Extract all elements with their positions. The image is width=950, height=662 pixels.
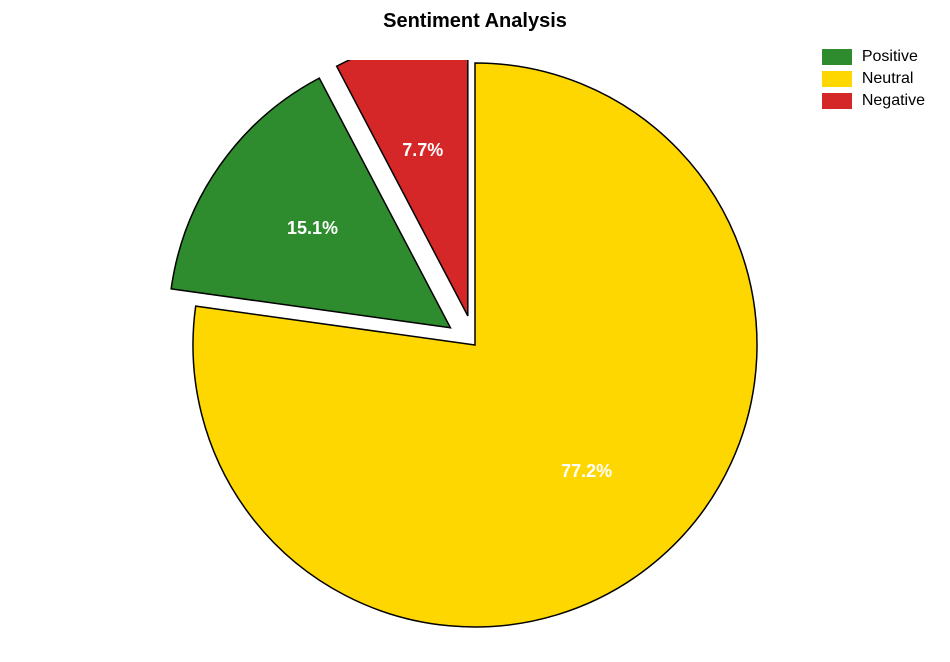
slice-label-positive: 15.1%: [287, 218, 338, 239]
chart-title: Sentiment Analysis: [383, 10, 567, 33]
legend-swatch-positive: [822, 49, 852, 65]
legend-item-neutral: Neutral: [822, 70, 925, 88]
pie-chart-svg: [170, 60, 780, 640]
legend-swatch-negative: [822, 93, 852, 109]
legend-label-neutral: Neutral: [862, 70, 914, 88]
slice-label-negative: 7.7%: [402, 140, 443, 161]
pie-chart-container: Sentiment Analysis 77.2% 15.1% 7.7% Positi…: [0, 0, 950, 662]
legend-label-negative: Negative: [862, 92, 925, 110]
legend: Positive Neutral Negative: [822, 48, 925, 114]
legend-item-negative: Negative: [822, 92, 925, 110]
legend-item-positive: Positive: [822, 48, 925, 66]
legend-label-positive: Positive: [862, 48, 918, 66]
legend-swatch-neutral: [822, 71, 852, 87]
slice-label-neutral: 77.2%: [561, 461, 612, 482]
